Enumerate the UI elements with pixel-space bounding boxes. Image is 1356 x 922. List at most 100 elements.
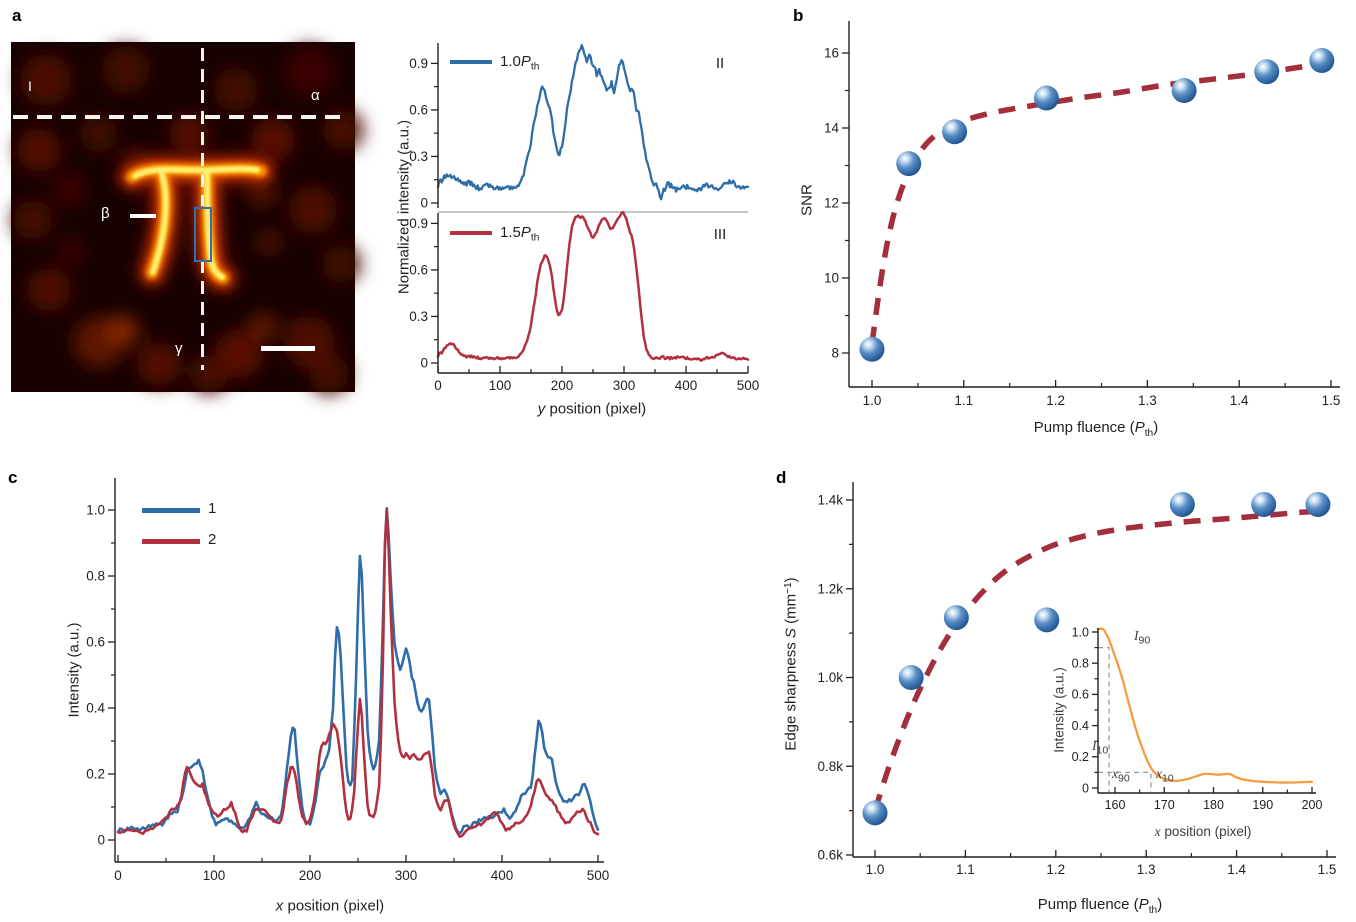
roi-rectangle xyxy=(194,207,212,262)
annotation-symbol: I xyxy=(1092,738,1097,753)
x-axis-title-rest: position (pixel) xyxy=(1160,824,1252,839)
axis-title-prefix: Pump fluence ( xyxy=(1033,419,1135,437)
svg-text:0.8: 0.8 xyxy=(1072,656,1089,670)
panel-c-x-axis-title: x position (pixel) xyxy=(276,898,384,915)
panel-d-x-axis-title: Pump fluence (Pth) xyxy=(1038,896,1162,916)
svg-text:0.9: 0.9 xyxy=(409,56,428,71)
svg-text:1.3: 1.3 xyxy=(1138,393,1157,408)
legend-swatch-series2 xyxy=(142,539,200,544)
inset-x-axis-title: x position (pixel) xyxy=(1155,824,1252,840)
svg-text:100: 100 xyxy=(203,868,226,883)
svg-text:0: 0 xyxy=(420,196,428,211)
svg-text:100: 100 xyxy=(489,378,512,393)
inset-annotation-x90: x90 xyxy=(1112,766,1130,785)
svg-text:1.0: 1.0 xyxy=(86,503,105,518)
svg-text:500: 500 xyxy=(737,378,760,393)
svg-text:0: 0 xyxy=(420,356,428,371)
axis-title-prefix: Edge sharpness xyxy=(782,638,800,751)
axis-title-superscript: −1 xyxy=(782,582,794,594)
panel-b-snr-chart: 1.0 1.1 1.2 1.3 1.4 1.5 8 10 12 14 16 xyxy=(824,21,1340,408)
crosshair-horizontal-dashed-line xyxy=(13,115,347,119)
panel-c-y-axis-title: Intensity (a.u.) xyxy=(65,622,83,718)
svg-text:1.4k: 1.4k xyxy=(817,493,843,508)
legend-swatch-1p5 xyxy=(450,231,492,235)
axis-title-suffix: ) xyxy=(1157,896,1163,914)
heatmap-render xyxy=(11,42,363,394)
svg-text:1.4: 1.4 xyxy=(1227,862,1246,877)
legend-swatch-1p0 xyxy=(450,60,492,64)
panel-c-intensity-chart: 0 100 200 300 400 500 0 0.2 0.4 0.6 0.8 1.0 xyxy=(86,478,610,883)
legend-label-series2: 2 xyxy=(208,531,217,548)
x-axis-title-symbol: x xyxy=(275,897,284,915)
crosshair-vertical-dashed-line-bottom xyxy=(200,260,204,370)
svg-text:200: 200 xyxy=(299,868,322,883)
svg-text:14: 14 xyxy=(824,121,840,136)
legend-label-series1: 1 xyxy=(208,500,217,517)
panel-c-label: c xyxy=(8,468,18,487)
legend-label-1p0: 1.0Pth xyxy=(500,53,539,73)
svg-text:10: 10 xyxy=(824,271,839,286)
svg-text:16: 16 xyxy=(824,46,839,61)
svg-text:0.6k: 0.6k xyxy=(817,848,843,863)
svg-text:1.0: 1.0 xyxy=(1072,625,1089,639)
inset-annotation-x10: x10 xyxy=(1156,766,1174,785)
axis-title-subscript: th xyxy=(1148,904,1158,916)
svg-text:1.0: 1.0 xyxy=(866,862,885,877)
svg-text:1.0k: 1.0k xyxy=(817,670,843,685)
svg-text:1.1: 1.1 xyxy=(954,393,973,408)
heatmap-noise-blobs xyxy=(13,46,363,394)
svg-text:1.4: 1.4 xyxy=(1230,393,1249,408)
svg-text:0.3: 0.3 xyxy=(409,309,428,324)
heatmap-label-I: I xyxy=(28,78,32,94)
annotation-symbol: x xyxy=(1112,766,1118,781)
x-axis-title-symbol: y xyxy=(537,400,546,418)
beta-pointer-bar xyxy=(130,214,156,218)
annotation-subscript: 90 xyxy=(1118,772,1130,785)
x-axis-title-symbol: x xyxy=(1154,824,1161,839)
svg-text:0.2: 0.2 xyxy=(86,767,105,782)
x-axis-title-rest: position (pixel) xyxy=(545,400,647,418)
inset-y-axis-title: Intensity (a.u.) xyxy=(1051,667,1067,753)
legend-symbol: P xyxy=(520,224,531,241)
panel-a-x-axis-title: y position (pixel) xyxy=(538,401,646,418)
panel-b-label: b xyxy=(793,6,804,25)
annotation-subscript: 10 xyxy=(1096,744,1109,757)
inset-annotation-I10: I10 xyxy=(1092,738,1108,757)
svg-text:1.3: 1.3 xyxy=(1137,862,1156,877)
heatmap-label-beta: β xyxy=(101,205,110,222)
inset-annotation-I90: I90 xyxy=(1134,628,1150,647)
scale-bar xyxy=(261,346,315,351)
svg-text:400: 400 xyxy=(675,378,698,393)
legend-subscript: th xyxy=(530,61,540,73)
heatmap-label-gamma: γ xyxy=(175,340,183,357)
axis-title-unit: (mm xyxy=(782,593,800,629)
panel-b-x-axis-title: Pump fluence (Pth) xyxy=(1034,419,1158,439)
svg-text:500: 500 xyxy=(587,868,610,883)
axis-title-prefix: Pump fluence ( xyxy=(1037,896,1139,914)
svg-text:1.1: 1.1 xyxy=(956,862,975,877)
annotation-subscript: 10 xyxy=(1162,772,1174,785)
svg-text:12: 12 xyxy=(824,196,839,211)
svg-text:0.4: 0.4 xyxy=(1072,719,1089,733)
subplot-tag-III: III xyxy=(713,226,727,243)
svg-text:0.6: 0.6 xyxy=(409,263,428,278)
heatmap-image: I α β γ xyxy=(11,42,363,394)
legend-symbol: P xyxy=(520,53,531,70)
svg-text:0.3: 0.3 xyxy=(409,149,428,164)
axis-title-subscript: th xyxy=(1144,427,1154,439)
axis-title-symbol: P xyxy=(1134,419,1145,437)
legend-prefix: 1.0 xyxy=(500,53,521,70)
svg-text:170: 170 xyxy=(1154,798,1175,812)
annotation-subscript: 90 xyxy=(1138,634,1151,647)
legend-subscript: th xyxy=(530,232,540,244)
axis-title-symbol: S xyxy=(782,628,800,639)
svg-text:0.6: 0.6 xyxy=(409,103,428,118)
panel-a-profiles-chart: 0 0.3 0.6 0.9 0 100 200 300 400 500 0 0.3 0.6 0.9 xyxy=(409,43,760,393)
svg-text:0.8k: 0.8k xyxy=(817,759,843,774)
svg-text:1.2: 1.2 xyxy=(1046,862,1065,877)
svg-text:0.6: 0.6 xyxy=(86,635,105,650)
svg-text:300: 300 xyxy=(395,868,418,883)
svg-text:0.4: 0.4 xyxy=(86,701,105,716)
svg-text:190: 190 xyxy=(1252,798,1273,812)
